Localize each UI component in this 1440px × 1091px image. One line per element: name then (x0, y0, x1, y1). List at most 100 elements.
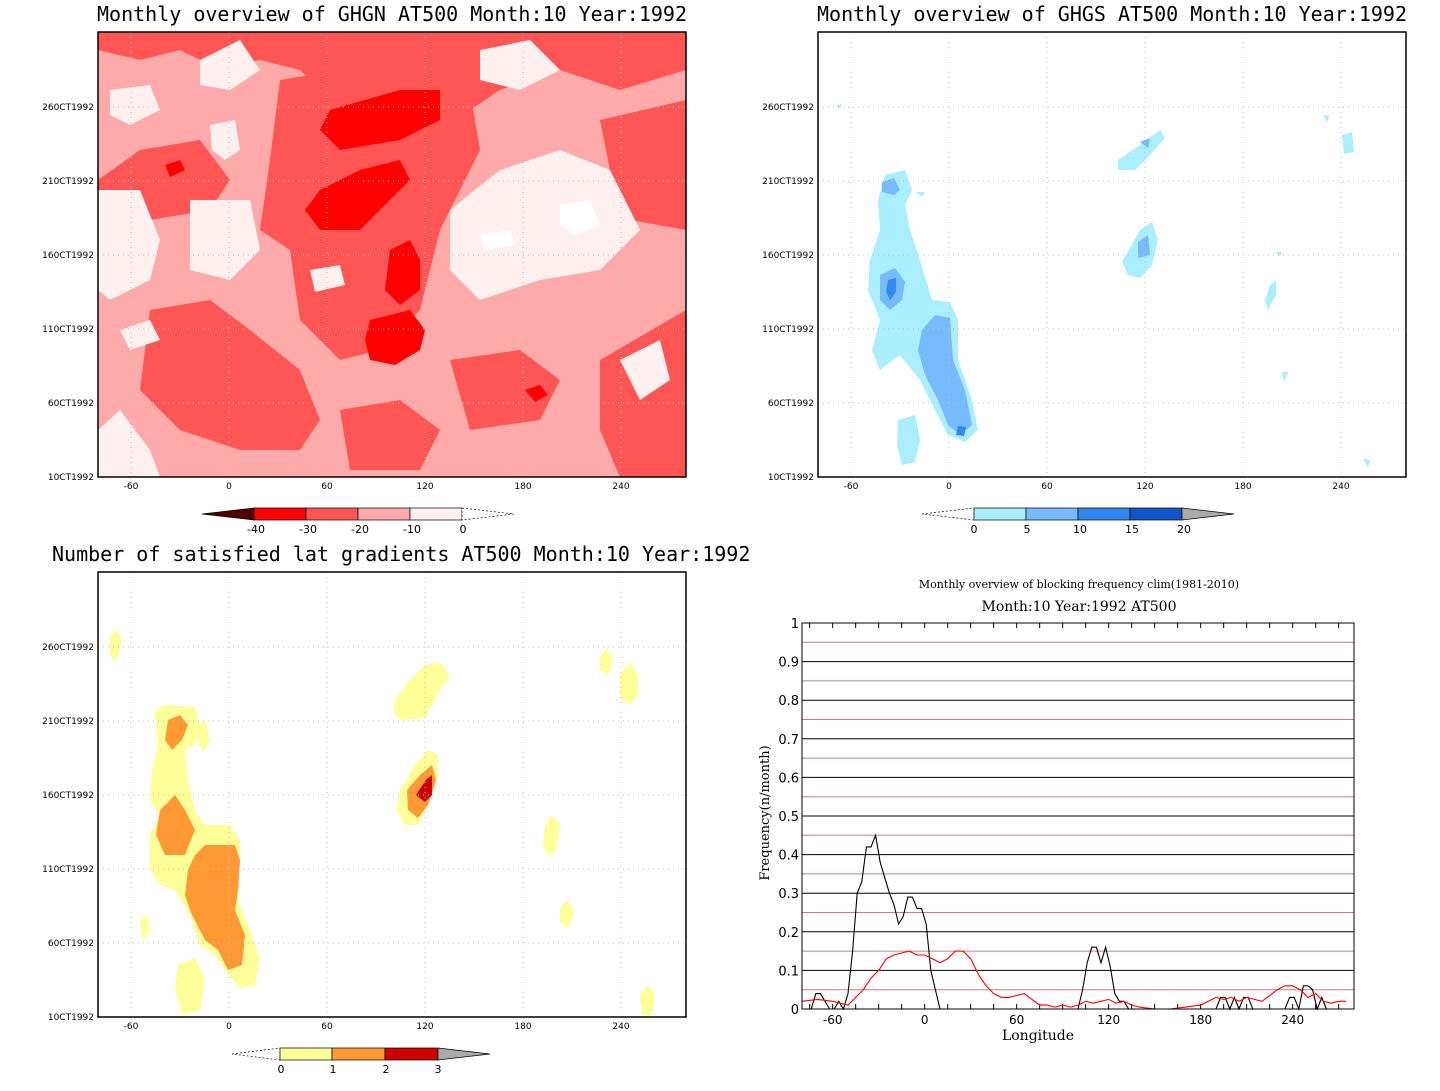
x-axis: -60 0 60 120 180 240 (809, 623, 1340, 1027)
colorbar-label: -30 (299, 523, 317, 536)
x-axis-label: Longitude (1002, 1028, 1074, 1044)
colorbar-label: 10 (1073, 523, 1087, 536)
colorbar-label: 0 (971, 523, 978, 536)
x-tick-label: 0 (946, 482, 952, 492)
y-tick-label: 10CT1992 (48, 473, 94, 483)
x-tick-label: 180 (514, 482, 531, 492)
ghgn-colorbar: -40 -30 -20 -10 0 (201, 507, 515, 536)
y-tick-label: 260CT1992 (762, 103, 814, 113)
chart-grid (802, 641, 1354, 991)
y-tick-label: 160CT1992 (42, 251, 94, 261)
lat-y-axis: 10CT1992 60CT1992 110CT1992 160CT1992 21… (42, 643, 94, 1023)
colorbar-label: 3 (435, 1063, 442, 1076)
colorbar-label: -10 (403, 523, 421, 536)
y-tick-label: 0.6 (778, 771, 799, 786)
ghgn-contours (98, 32, 686, 477)
x-tick-label: 240 (612, 1022, 629, 1032)
x-tick-label: -60 (844, 482, 859, 492)
lat-map: 10CT1992 60CT1992 110CT1992 160CT1992 21… (42, 571, 687, 1076)
y-tick-label: 1 (791, 617, 799, 632)
ghgn-title: Monthly overview of GHGN AT500 Month:10 … (96, 2, 687, 26)
lat-colorbar: 0 1 2 3 (231, 1047, 491, 1076)
ghgs-contours (835, 105, 1370, 468)
ghgs-frame (817, 31, 1407, 478)
ghgn-x-axis: -60 0 60 120 180 240 (124, 482, 630, 492)
y-tick-label: 0.4 (778, 849, 799, 864)
x-tick-label: 120 (416, 1022, 433, 1032)
colorbar-label: 1 (330, 1063, 337, 1076)
y-tick-label: 0.1 (778, 964, 799, 979)
y-tick-label: 210CT1992 (42, 177, 94, 187)
lat-title: Number of satisfied lat gradients AT500 … (52, 542, 751, 566)
y-tick-label: 0.5 (778, 810, 799, 825)
ghgn-map: 10CT1992 60CT1992 110CT1992 160CT1992 21… (42, 31, 687, 536)
x-tick-label: 180 (1189, 1013, 1212, 1027)
ghgn-grid (98, 32, 686, 477)
ghgs-grid (818, 32, 1406, 477)
ghgs-colorbar: 0 5 10 15 20 (921, 507, 1235, 536)
chart-frame (801, 622, 1355, 1010)
ghgn-y-axis: 10CT1992 60CT1992 110CT1992 160CT1992 21… (42, 103, 94, 483)
y-tick-label: 10CT1992 (768, 473, 814, 483)
colorbar-label: 2 (383, 1063, 390, 1076)
y-tick-label: 260CT1992 (42, 643, 94, 653)
y-tick-label: 0.3 (778, 887, 799, 902)
colorbar-label: 0 (460, 523, 467, 536)
lat-frame (97, 571, 687, 1018)
x-tick-label: 120 (1136, 482, 1153, 492)
ghgs-x-axis: -60 0 60 120 180 240 (844, 482, 1350, 492)
x-tick-label: 60 (1009, 1013, 1024, 1027)
y-tick-label: 110CT1992 (42, 865, 94, 875)
y-tick-label: 210CT1992 (762, 177, 814, 187)
y-tick-label: 160CT1992 (762, 251, 814, 261)
x-tick-label: 0 (921, 1013, 929, 1027)
colorbar-label: 5 (1024, 523, 1031, 536)
ghgn-frame (97, 31, 687, 478)
colorbar-label: -40 (247, 523, 265, 536)
blocking-frequency-chart: Monthly overview of blocking frequency c… (758, 578, 1355, 1044)
colorbar-label: 15 (1125, 523, 1139, 536)
x-tick-label: 0 (226, 482, 232, 492)
y-tick-label: 260CT1992 (42, 103, 94, 113)
y-tick-label: 110CT1992 (762, 325, 814, 335)
colorbar-label: -20 (351, 523, 369, 536)
series-line-clim (801, 950, 1347, 1010)
x-tick-label: 120 (1097, 1013, 1120, 1027)
y-tick-label: 110CT1992 (42, 325, 94, 335)
x-tick-label: -60 (124, 482, 139, 492)
y-tick-label: 0.9 (778, 656, 799, 671)
colorbar-label: 20 (1177, 523, 1191, 536)
y-tick-label: 160CT1992 (42, 791, 94, 801)
y-tick-label: 0.2 (778, 926, 799, 941)
x-tick-label: 240 (1332, 482, 1349, 492)
x-tick-label: 60 (1041, 482, 1053, 492)
y-tick-label: 10CT1992 (48, 1013, 94, 1023)
x-tick-label: 180 (514, 1022, 531, 1032)
lat-contours (110, 630, 655, 1015)
colorbar-label: 0 (278, 1063, 285, 1076)
x-tick-label: 180 (1234, 482, 1251, 492)
x-tick-label: 120 (416, 482, 433, 492)
chart-subtitle: Month:10 Year:1992 AT500 (982, 599, 1177, 615)
y-tick-label: 60CT1992 (48, 939, 94, 949)
ghgs-map: 10CT1992 60CT1992 110CT1992 160CT1992 21… (762, 31, 1407, 536)
x-tick-label: 0 (226, 1022, 232, 1032)
x-tick-label: -60 (823, 1013, 843, 1027)
y-tick-label: 60CT1992 (768, 399, 814, 409)
series-line-year (802, 833, 1327, 1011)
x-tick-label: 240 (1281, 1013, 1304, 1027)
y-tick-label: 60CT1992 (48, 399, 94, 409)
lat-grid (98, 572, 686, 1017)
ghgs-title: Monthly overview of GHGS AT500 Month:10 … (816, 2, 1407, 26)
chart-title: Monthly overview of blocking frequency c… (919, 578, 1239, 591)
y-axis: 0 0.1 0.2 0.3 0.4 0.5 0.6 0.7 0.8 0.9 1 (778, 617, 799, 1018)
y-tick-label: 0.7 (778, 733, 799, 748)
x-tick-label: 240 (612, 482, 629, 492)
x-tick-label: 60 (321, 1022, 333, 1032)
lat-x-axis: -60 0 60 120 180 240 (124, 1022, 630, 1032)
y-tick-label: 0 (791, 1003, 799, 1018)
chart-series (801, 833, 1347, 1011)
y-axis-label: Frequency(n/month) (758, 745, 773, 880)
ghgs-y-axis: 10CT1992 60CT1992 110CT1992 160CT1992 21… (762, 103, 814, 483)
y-tick-label: 210CT1992 (42, 717, 94, 727)
